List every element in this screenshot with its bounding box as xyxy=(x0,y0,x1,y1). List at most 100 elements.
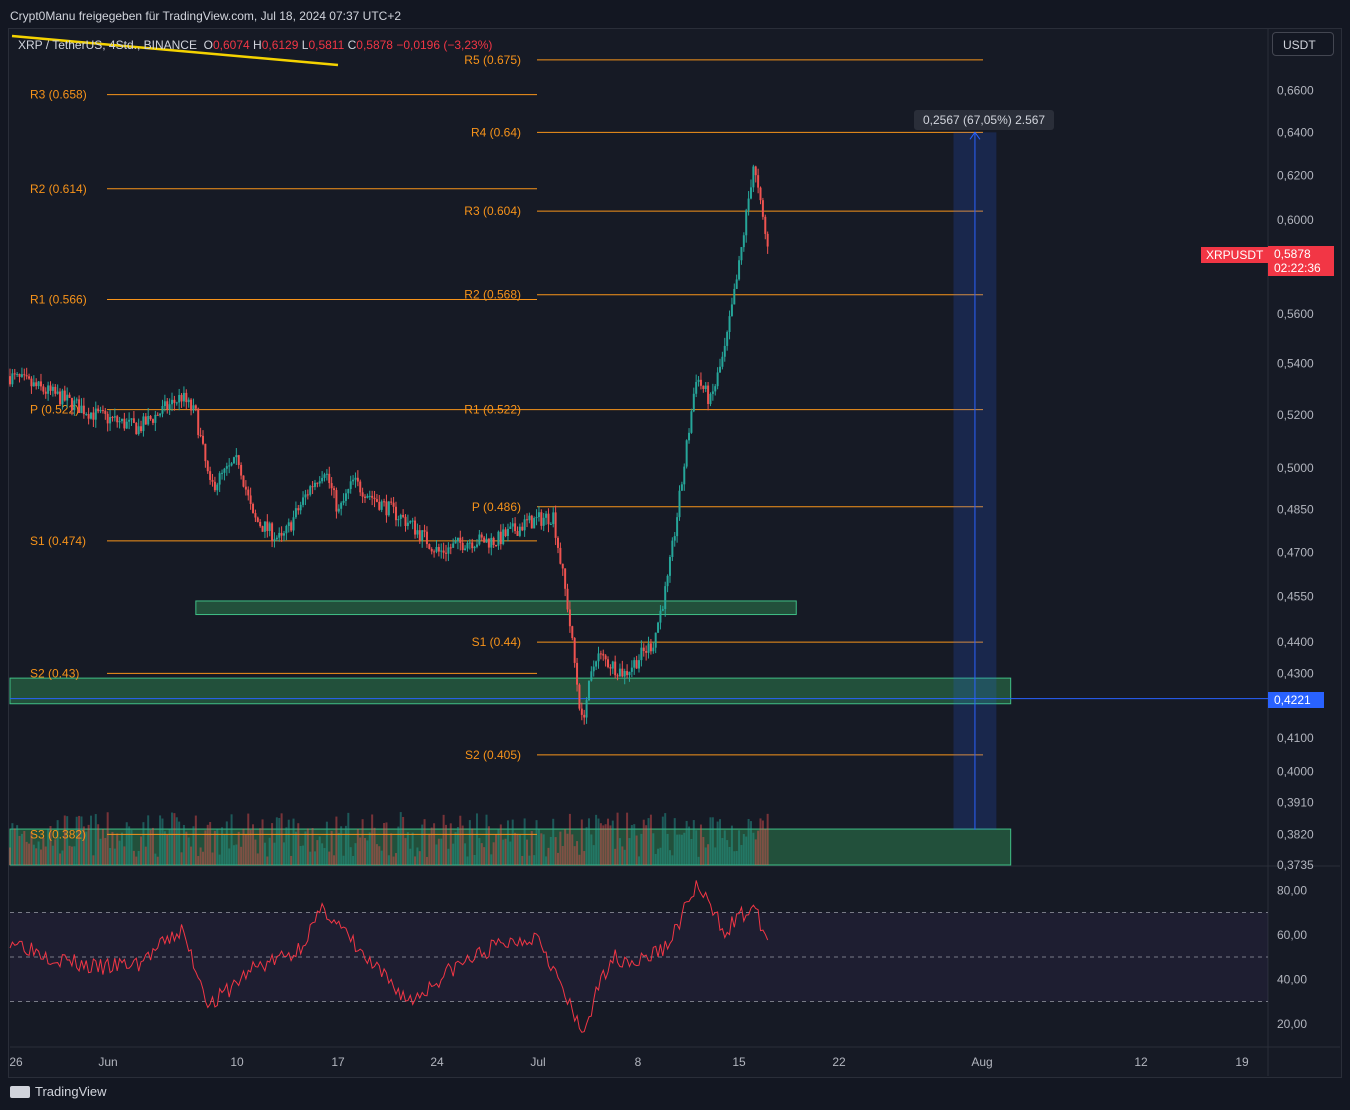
volume-bar-76 xyxy=(190,846,193,865)
volume-bar-36 xyxy=(94,814,97,865)
volume-bar-176 xyxy=(428,833,431,865)
price-tick-0: 0,6600 xyxy=(1277,83,1314,97)
footer-brand[interactable]: TradingView xyxy=(10,1084,107,1099)
candle-body-39 xyxy=(101,410,104,412)
candle-body-163 xyxy=(397,518,400,521)
candle-body-278 xyxy=(671,540,674,557)
volume-bar-158 xyxy=(385,822,388,865)
volume-bar-66 xyxy=(166,834,169,865)
candle-body-224 xyxy=(542,517,545,526)
volume-bar-303 xyxy=(730,825,733,865)
volume-bar-59 xyxy=(149,829,152,865)
candle-body-228 xyxy=(552,512,555,524)
legend-h-label: H xyxy=(253,38,262,52)
candle-body-67 xyxy=(168,404,171,410)
volume-bar-12 xyxy=(37,841,40,865)
candle-body-300 xyxy=(723,345,726,357)
chart-frame[interactable] xyxy=(8,28,1342,1078)
candle-body-261 xyxy=(630,667,633,672)
volume-bar-140 xyxy=(342,855,345,865)
candle-body-227 xyxy=(549,523,552,525)
candle-body-231 xyxy=(559,547,562,564)
volume-bar-285 xyxy=(688,826,691,865)
candle-body-85 xyxy=(211,479,214,482)
candle-body-230 xyxy=(556,537,559,548)
volume-bar-194 xyxy=(471,828,474,865)
measure-arrow-head xyxy=(969,131,981,140)
candle-body-259 xyxy=(626,671,629,676)
candle-body-24 xyxy=(66,394,69,401)
candle-body-31 xyxy=(82,405,85,415)
legend-open: 0,6074 xyxy=(212,38,250,52)
volume-bar-245 xyxy=(592,845,595,865)
volume-bar-169 xyxy=(411,832,414,865)
candle-body-70 xyxy=(175,402,178,404)
volume-bar-0 xyxy=(9,847,11,865)
candle-body-0 xyxy=(9,376,11,385)
candle-body-28 xyxy=(75,399,78,401)
candle-body-109 xyxy=(268,523,271,532)
volume-bar-37 xyxy=(97,824,100,865)
candle-body-36 xyxy=(94,408,97,420)
candle-body-221 xyxy=(535,517,538,519)
volume-bar-48 xyxy=(123,846,126,865)
candle-body-283 xyxy=(683,466,686,485)
candle-body-3 xyxy=(16,373,19,375)
trend-line[interactable] xyxy=(11,34,339,67)
volume-bar-148 xyxy=(361,819,364,865)
candle-body-7 xyxy=(25,375,28,377)
candle-body-197 xyxy=(478,534,481,545)
price-tick-1: 0,6400 xyxy=(1277,125,1314,139)
volume-bar-133 xyxy=(325,821,328,865)
volume-bar-314 xyxy=(757,830,760,865)
volume-bar-313 xyxy=(754,839,757,865)
volume-bar-61 xyxy=(154,853,157,865)
volume-bar-65 xyxy=(163,831,166,865)
candle-body-18 xyxy=(51,386,54,391)
volume-bar-24 xyxy=(66,816,69,865)
candle-body-149 xyxy=(364,496,367,498)
volume-bar-190 xyxy=(461,825,464,865)
volume-bar-193 xyxy=(468,820,471,865)
candle-body-5 xyxy=(20,374,23,377)
candle-body-298 xyxy=(719,366,722,373)
candle-body-51 xyxy=(130,418,133,420)
candle-body-104 xyxy=(256,517,259,522)
candle-body-175 xyxy=(425,531,428,545)
volume-bar-122 xyxy=(299,845,302,865)
currency-button[interactable]: USDT xyxy=(1272,32,1334,56)
last-price-tag: 0,5878 02:22:36 xyxy=(1268,246,1334,276)
pivot-prev-label-5: S2 (0.43) xyxy=(30,666,79,680)
grid xyxy=(10,28,1340,1076)
candle-body-161 xyxy=(392,502,395,507)
volume-bar-215 xyxy=(521,855,524,865)
volume-bar-28 xyxy=(75,816,78,865)
volume-bar-233 xyxy=(564,828,567,865)
volume-bar-185 xyxy=(449,823,452,865)
candle-body-21 xyxy=(59,391,62,405)
volume-bar-88 xyxy=(218,854,221,865)
volume-bar-135 xyxy=(330,830,333,865)
candle-body-48 xyxy=(123,418,126,429)
candle-body-270 xyxy=(652,647,655,652)
volume-bar-92 xyxy=(228,848,231,865)
volume-bar-90 xyxy=(223,834,226,865)
volume-bar-228 xyxy=(552,818,555,865)
candle-body-88 xyxy=(218,473,221,485)
rsi-tick-0: 80,00 xyxy=(1277,883,1307,897)
candle-body-157 xyxy=(383,501,386,503)
candle-body-93 xyxy=(230,463,233,466)
candle-body-266 xyxy=(642,647,645,652)
candle-body-92 xyxy=(228,465,231,467)
candle-body-216 xyxy=(523,519,526,531)
volume-bar-179 xyxy=(435,844,438,865)
volume-bar-94 xyxy=(232,845,235,865)
candle-body-35 xyxy=(92,412,95,420)
price-tick-9: 0,4700 xyxy=(1277,545,1314,559)
legend-close: 0,5878 xyxy=(356,38,393,52)
pivot-levels: R3 (0.658)R2 (0.614)R1 (0.566)P (0.522)S… xyxy=(30,53,983,841)
volume-bar-137 xyxy=(335,816,338,865)
volume-bar-246 xyxy=(595,814,598,865)
volume-bar-157 xyxy=(383,822,386,865)
